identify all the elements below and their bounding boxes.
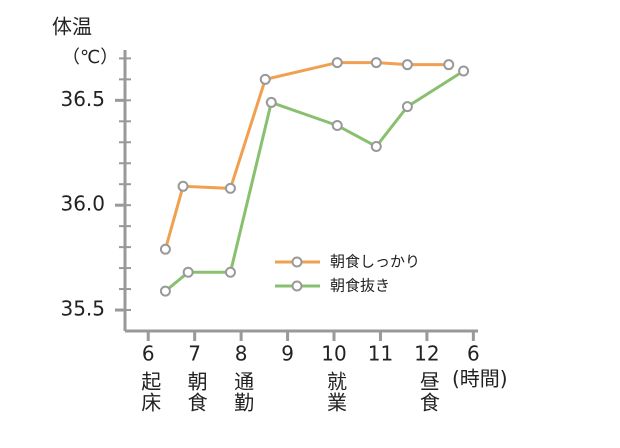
- y-tick-label: 35.5: [60, 297, 105, 321]
- x-tick-label: 7: [188, 342, 201, 366]
- point: [159, 285, 171, 297]
- x-note: 朝食: [184, 371, 208, 413]
- x-tick-label: 11: [368, 342, 393, 366]
- point: [182, 266, 194, 278]
- point: [401, 101, 413, 113]
- point: [331, 119, 343, 131]
- y-unit: （℃）: [62, 47, 118, 68]
- legend-label: 朝食抜き: [330, 277, 390, 295]
- point: [370, 57, 382, 69]
- x-tick-label: 8: [235, 342, 248, 366]
- x-note: 通勤: [231, 371, 255, 413]
- x-tick-label: 9: [281, 342, 294, 366]
- point: [458, 65, 470, 77]
- legend-marker: [291, 280, 303, 292]
- point: [159, 243, 171, 255]
- point: [331, 57, 343, 69]
- x-tick-label: 12: [414, 342, 439, 366]
- x-note: 起床: [138, 371, 162, 413]
- point: [259, 73, 271, 85]
- point: [401, 59, 413, 71]
- y-tick-label: 36.5: [60, 87, 105, 111]
- x-tick-label: 6: [142, 342, 155, 366]
- x-note: 昼食: [416, 371, 440, 413]
- line: [163, 61, 449, 250]
- point: [224, 182, 236, 194]
- legend-label: 朝食しっかり: [330, 253, 420, 271]
- x-tick-label: 6: [467, 342, 480, 366]
- line: [164, 69, 465, 293]
- point: [177, 180, 189, 192]
- x-unit: (時間): [452, 367, 508, 391]
- point: [265, 96, 277, 108]
- y-tick-label: 36.0: [60, 192, 105, 216]
- point: [443, 59, 455, 71]
- legend-marker: [291, 256, 303, 268]
- x-note: 就業: [324, 371, 348, 413]
- point: [370, 140, 382, 152]
- point: [224, 266, 236, 278]
- y-label: 体温: [52, 15, 92, 39]
- x-tick-label: 10: [321, 342, 346, 366]
